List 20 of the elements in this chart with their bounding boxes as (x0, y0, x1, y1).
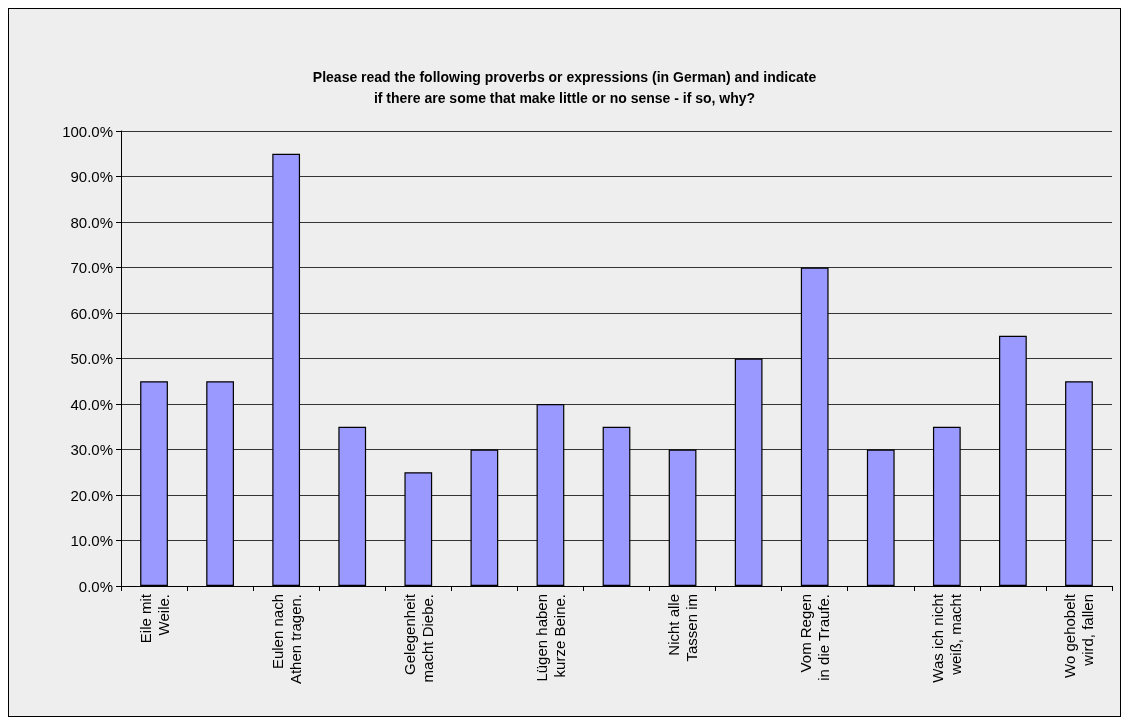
x-tick-label: Eulen nach Athen tragen. (268, 594, 304, 685)
x-tick-label: Lügen haben kurze Beine. (532, 594, 568, 682)
x-tick-label: Wo gehobelt wird, fallen (1061, 593, 1097, 678)
x-tick-label: Was ich nicht weiß, macht (929, 593, 965, 683)
y-tick-label: 100.0% (62, 122, 113, 140)
y-tick-label: 80.0% (70, 213, 113, 231)
y-tick-label: 30.0% (70, 441, 113, 458)
x-tick-label: Eile mit Weile. (136, 593, 172, 644)
y-tick-label: 0.0% (78, 577, 113, 595)
y-tick-label: 10.0% (70, 532, 113, 549)
y-tick-label: 90.0% (70, 168, 113, 185)
x-tick-label: Nicht alle Tassen im (665, 594, 701, 662)
y-tick-label: 50.0% (70, 350, 113, 367)
y-tick-label: 40.0% (70, 395, 113, 413)
y-tick-label: 60.0% (70, 304, 113, 322)
y-tick-label: 20.0% (70, 486, 113, 504)
chart-title: Please read the following proverbs or expressions (in German) and indicate if there are some that make little or no sense - if so, why? (312, 68, 817, 106)
y-tick-label: 70.0% (70, 259, 113, 276)
x-tick-label: Gelegenheit macht Diebe. (400, 593, 436, 683)
x-tick-label: Vom Regen in die Traufe. (797, 594, 833, 681)
